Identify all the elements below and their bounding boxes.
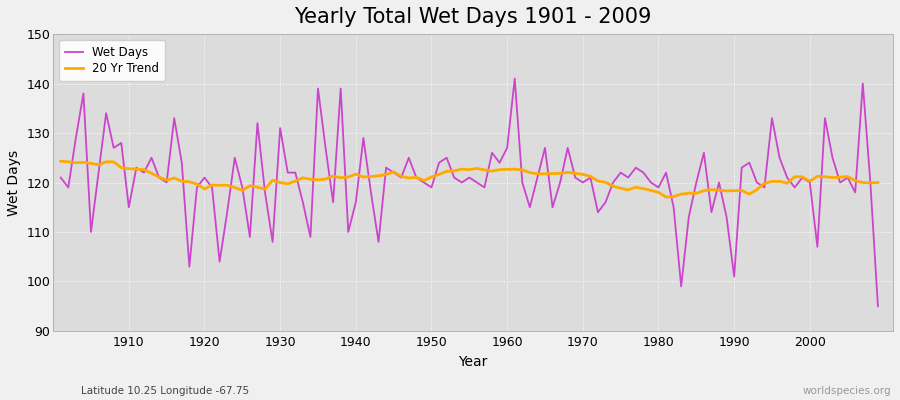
Line: 20 Yr Trend: 20 Yr Trend xyxy=(60,161,877,197)
Wet Days xyxy=(283,170,293,175)
20 Yr Trend xyxy=(116,165,127,170)
Wet Days xyxy=(328,200,338,205)
Text: Latitude 10.25 Longitude -67.75: Latitude 10.25 Longitude -67.75 xyxy=(81,386,249,396)
20 Yr Trend xyxy=(494,167,505,172)
20 Yr Trend xyxy=(283,181,293,186)
20 Yr Trend xyxy=(55,159,66,164)
20 Yr Trend xyxy=(502,167,513,172)
Text: worldspecies.org: worldspecies.org xyxy=(803,386,891,396)
Wet Days xyxy=(55,175,66,180)
20 Yr Trend xyxy=(328,174,338,178)
Y-axis label: Wet Days: Wet Days xyxy=(7,150,21,216)
20 Yr Trend xyxy=(661,195,671,200)
20 Yr Trend xyxy=(592,179,603,184)
Wet Days xyxy=(116,140,127,145)
Wet Days xyxy=(494,160,505,165)
Line: Wet Days: Wet Days xyxy=(60,78,877,306)
Wet Days xyxy=(600,200,611,205)
Title: Yearly Total Wet Days 1901 - 2009: Yearly Total Wet Days 1901 - 2009 xyxy=(294,7,652,27)
Legend: Wet Days, 20 Yr Trend: Wet Days, 20 Yr Trend xyxy=(59,40,165,81)
X-axis label: Year: Year xyxy=(458,355,488,369)
Wet Days xyxy=(502,146,513,150)
Wet Days xyxy=(872,304,883,309)
Wet Days xyxy=(509,76,520,81)
20 Yr Trend xyxy=(872,180,883,185)
